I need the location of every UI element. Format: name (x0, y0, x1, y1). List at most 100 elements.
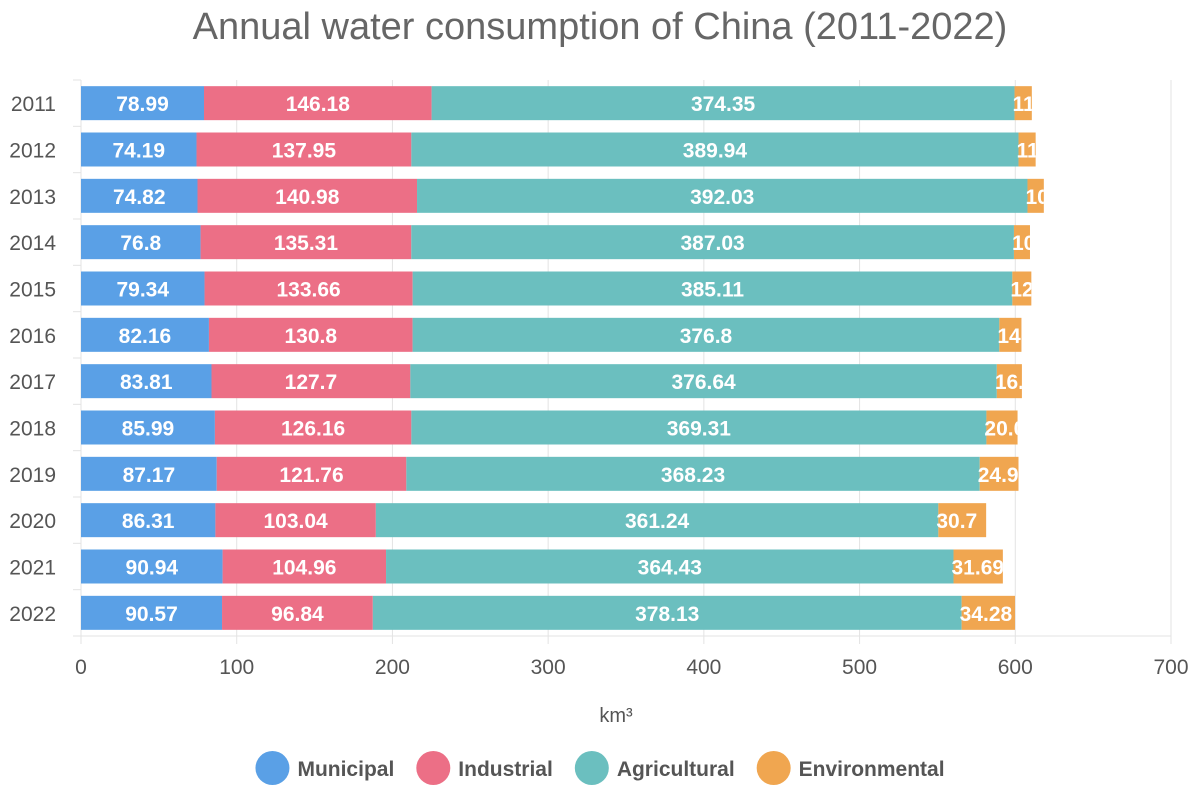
bar-segment[interactable] (953, 549, 1003, 584)
y-tick-label: 2016 (9, 325, 56, 348)
bar-segment[interactable] (375, 503, 939, 538)
bar-segment[interactable] (81, 503, 216, 538)
data-label: 374.35 (691, 93, 756, 116)
y-tick-label: 2011 (11, 93, 56, 116)
bar-segment[interactable] (81, 178, 198, 213)
data-label: 11.0 (1017, 140, 1057, 163)
x-tick-label: 300 (531, 656, 566, 679)
data-label: 103.04 (264, 510, 329, 533)
data-label: 376.64 (671, 371, 736, 394)
bar-segment[interactable] (431, 86, 1015, 121)
data-label: 74.82 (113, 186, 166, 209)
data-label: 10.3 (1012, 232, 1053, 255)
bar-segment[interactable] (1018, 132, 1036, 167)
bar-segment[interactable] (197, 178, 418, 213)
bar-segment[interactable] (411, 225, 1014, 260)
bar-segment[interactable] (999, 317, 1022, 352)
data-label: 79.34 (116, 279, 169, 302)
bar-segment[interactable] (203, 86, 432, 121)
y-tick-label: 2022 (9, 603, 56, 626)
data-label: 130.8 (284, 325, 337, 348)
y-tick-label: 2021 (9, 557, 56, 580)
data-label: 121.76 (279, 464, 343, 487)
data-label: 83.81 (120, 371, 173, 394)
bar-segment[interactable] (81, 364, 212, 399)
x-tick-label: 200 (375, 656, 410, 679)
bar-segment[interactable] (938, 503, 987, 538)
legend-label: Agricultural (617, 758, 735, 781)
y-tick-label: 2019 (9, 464, 56, 487)
data-label: 104.96 (272, 557, 336, 580)
y-tick-label: 2012 (9, 140, 56, 163)
bar-segment[interactable] (411, 410, 987, 445)
bar-segment[interactable] (81, 271, 205, 306)
bar-segment[interactable] (1014, 86, 1032, 121)
bar-segment[interactable] (1012, 271, 1032, 306)
bar-segment[interactable] (208, 317, 413, 352)
data-label: 31.69 (952, 557, 1005, 580)
bar-segment[interactable] (81, 225, 201, 260)
bar-segment[interactable] (222, 549, 387, 584)
legend-swatch[interactable] (255, 751, 290, 785)
data-label: 369.31 (667, 418, 732, 441)
bar-segment[interactable] (214, 410, 412, 445)
x-tick-label: 600 (998, 656, 1033, 679)
y-tick-label: 2018 (9, 418, 56, 441)
bar-segment[interactable] (81, 549, 223, 584)
bar-segment[interactable] (196, 132, 412, 167)
bar-segment[interactable] (81, 456, 217, 491)
data-label: 385.11 (681, 279, 744, 302)
bar-segment[interactable] (406, 456, 980, 491)
legend-label: Environmental (799, 758, 945, 781)
bar-segment[interactable] (204, 271, 413, 306)
data-label: 133.66 (276, 279, 340, 302)
legend-label: Municipal (297, 758, 394, 781)
bar-segment[interactable] (961, 595, 1016, 630)
bar-segment[interactable] (1027, 178, 1044, 213)
bar-segment[interactable] (996, 364, 1022, 399)
legend-swatch[interactable] (756, 751, 791, 785)
bar-segment[interactable] (410, 364, 997, 399)
bar-segment[interactable] (200, 225, 412, 260)
y-tick-label: 2014 (9, 232, 56, 255)
bar-segment[interactable] (417, 178, 1028, 213)
bar-segment[interactable] (372, 595, 962, 630)
bar-segment[interactable] (386, 549, 954, 584)
data-label: 20.0 (984, 418, 1025, 441)
legend-swatch[interactable] (574, 751, 609, 785)
data-label: 90.94 (126, 557, 179, 580)
bar-segment[interactable] (81, 410, 215, 445)
y-tick-label: 2015 (9, 279, 56, 302)
data-label: 16.1 (995, 371, 1036, 394)
x-tick-label: 500 (842, 656, 877, 679)
y-tick-label: 2020 (9, 510, 56, 533)
x-tick-label: 0 (75, 656, 87, 679)
bar-segment[interactable] (979, 456, 1019, 491)
y-tick-label: 2017 (9, 371, 56, 394)
bar-segment[interactable] (215, 503, 376, 538)
bar-segment[interactable] (211, 364, 411, 399)
data-label: 140.98 (275, 186, 340, 209)
data-label: 34.28 (960, 603, 1013, 626)
data-label: 368.23 (661, 464, 725, 487)
data-label: 361.24 (625, 510, 690, 533)
legend-swatch[interactable] (416, 751, 451, 785)
data-label: 87.17 (123, 464, 176, 487)
bar-segment[interactable] (1013, 225, 1030, 260)
bar-segment[interactable] (81, 595, 223, 630)
bar-segment[interactable] (986, 410, 1018, 445)
data-label: 127.7 (285, 371, 338, 394)
data-label: 137.95 (272, 140, 337, 163)
bar-segment[interactable] (81, 132, 197, 167)
bar-segment[interactable] (216, 456, 407, 491)
x-axis-title: km³ (599, 705, 633, 727)
legend-label: Industrial (458, 758, 553, 781)
bar-segment[interactable] (411, 132, 1019, 167)
bar-segment[interactable] (222, 595, 373, 630)
bar-segment[interactable] (81, 86, 204, 121)
x-tick-label: 700 (1153, 656, 1188, 679)
bar-segment[interactable] (81, 317, 209, 352)
bar-segment[interactable] (412, 317, 1000, 352)
bar-segment[interactable] (412, 271, 1013, 306)
